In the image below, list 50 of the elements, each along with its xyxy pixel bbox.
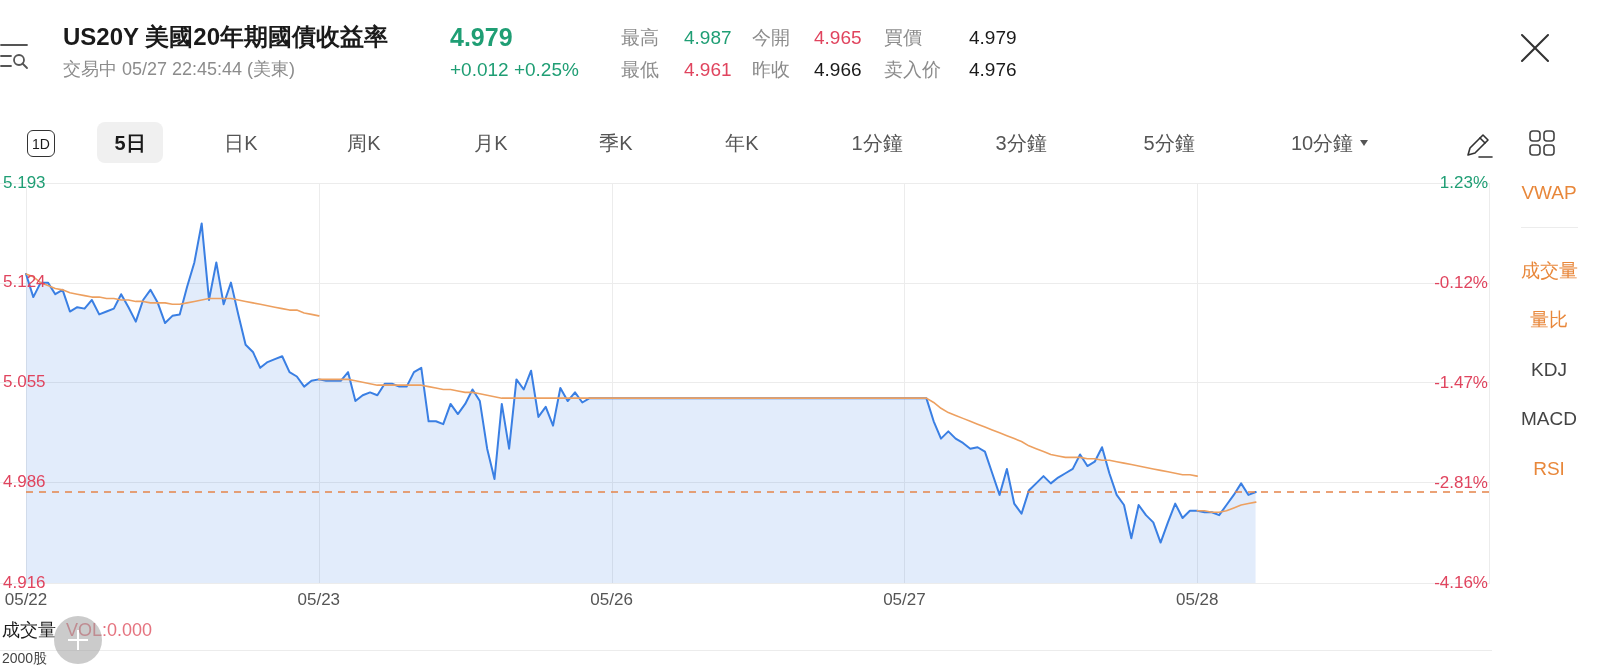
text: 成交量 — [1520, 259, 1578, 281]
y2-tick-label: -1.47% — [1434, 373, 1488, 393]
y2-tick-label: -0.12% — [1434, 272, 1488, 292]
text: 月K — [474, 132, 508, 154]
text: 最高 — [621, 26, 659, 48]
x-tick-label: 05/26 — [590, 589, 633, 609]
text: 10分鐘 — [1290, 132, 1354, 154]
text: VWAP — [1521, 181, 1577, 203]
y2-tick-label: 1.23% — [1439, 172, 1488, 192]
text: 日K — [224, 132, 258, 154]
x-tick-label: 05/28 — [1175, 589, 1219, 609]
text: 1分鐘 — [851, 132, 903, 154]
text: 1D — [32, 135, 50, 152]
text: +0.012 +0.25% — [450, 58, 579, 80]
y-tick-label: 4.986 — [3, 471, 46, 491]
text: 最低 — [621, 58, 659, 80]
text: 5分鐘 — [1143, 132, 1195, 154]
text: 5日 — [114, 131, 146, 154]
text: KDJ — [1531, 358, 1567, 380]
text: 4.987 — [684, 26, 732, 48]
y2-tick-label: -2.81% — [1434, 472, 1488, 492]
y-tick-label: 5.055 — [3, 371, 46, 391]
x-tick-label: 05/23 — [297, 589, 341, 609]
text: 昨收 — [752, 58, 790, 80]
y2-tick-label: -4.16% — [1434, 572, 1488, 592]
text: 量比 — [1530, 308, 1568, 330]
text: VOL:0.000 — [66, 620, 153, 640]
text: 4.979 — [450, 22, 513, 51]
text: 季K — [599, 132, 633, 154]
text: 周K — [347, 132, 381, 154]
text: 成交量 — [2, 620, 56, 640]
text: MACD — [1521, 407, 1577, 429]
chart-title: US20Y 美國20年期國債收益率 — [63, 23, 388, 50]
text: 4.979 — [969, 26, 1017, 48]
text: 年K — [725, 132, 759, 154]
text: 今開 — [752, 26, 790, 48]
text: 卖入价 — [884, 58, 941, 80]
text: 4.976 — [969, 58, 1017, 80]
text: 2000股 — [2, 650, 48, 666]
text: 4.966 — [814, 58, 862, 80]
text: 3分鐘 — [995, 132, 1047, 154]
chart-subtitle: 交易中 05/27 22:45:44 (美東) — [63, 59, 296, 79]
x-tick-label: 05/27 — [883, 589, 926, 609]
text: 4.961 — [684, 58, 732, 80]
text: RSI — [1533, 457, 1565, 479]
y-tick-label: 5.193 — [3, 172, 46, 192]
x-tick-label: 05/22 — [4, 589, 48, 609]
y-tick-label: 4.916 — [3, 572, 46, 592]
text: 4.965 — [814, 26, 862, 48]
text: 買價 — [884, 26, 922, 48]
